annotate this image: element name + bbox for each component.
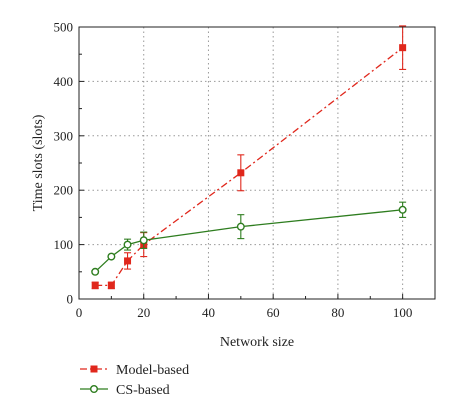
data-point [123, 240, 132, 249]
x-tick-label: 20 [137, 305, 150, 320]
data-point [124, 257, 132, 265]
legend-marker [90, 365, 98, 373]
y-tick-label: 300 [54, 128, 74, 143]
plot-frame [78, 26, 436, 300]
x-tick-label: 60 [267, 305, 280, 320]
grid [79, 27, 435, 299]
legend-label: Model-based [116, 363, 189, 378]
y-tick-label: 200 [54, 183, 74, 198]
legend-marker [89, 385, 98, 394]
series-layer [91, 25, 407, 290]
y-tick-label: 100 [54, 237, 74, 252]
data-point [139, 236, 148, 245]
data-point [91, 281, 99, 289]
data-point [237, 169, 245, 177]
series-cs-based [91, 201, 407, 276]
series-model-based [91, 25, 407, 290]
x-tick-label: 40 [202, 305, 215, 320]
data-point [398, 205, 407, 214]
x-tick-label: 100 [393, 305, 413, 320]
ticks: 0 20 40 60 80 100 0 100 200 300 400 500 [54, 20, 413, 321]
y-tick-label: 400 [54, 74, 74, 89]
data-point [399, 44, 407, 52]
series-line [95, 47, 404, 287]
data-point [107, 252, 116, 261]
data-point [107, 281, 115, 289]
x-tick-label: 80 [331, 305, 344, 320]
y-tick-label: 500 [54, 20, 74, 35]
data-point [91, 267, 100, 276]
data-point [236, 222, 245, 231]
x-tick-label: 0 [76, 305, 83, 320]
x-axis-label: Network size [220, 335, 294, 350]
y-axis-label: Time slots (slots) [31, 114, 46, 211]
y-tick-label: 0 [67, 292, 74, 307]
legend: Model-based CS-based [80, 363, 189, 398]
legend-label: CS-based [116, 383, 170, 398]
